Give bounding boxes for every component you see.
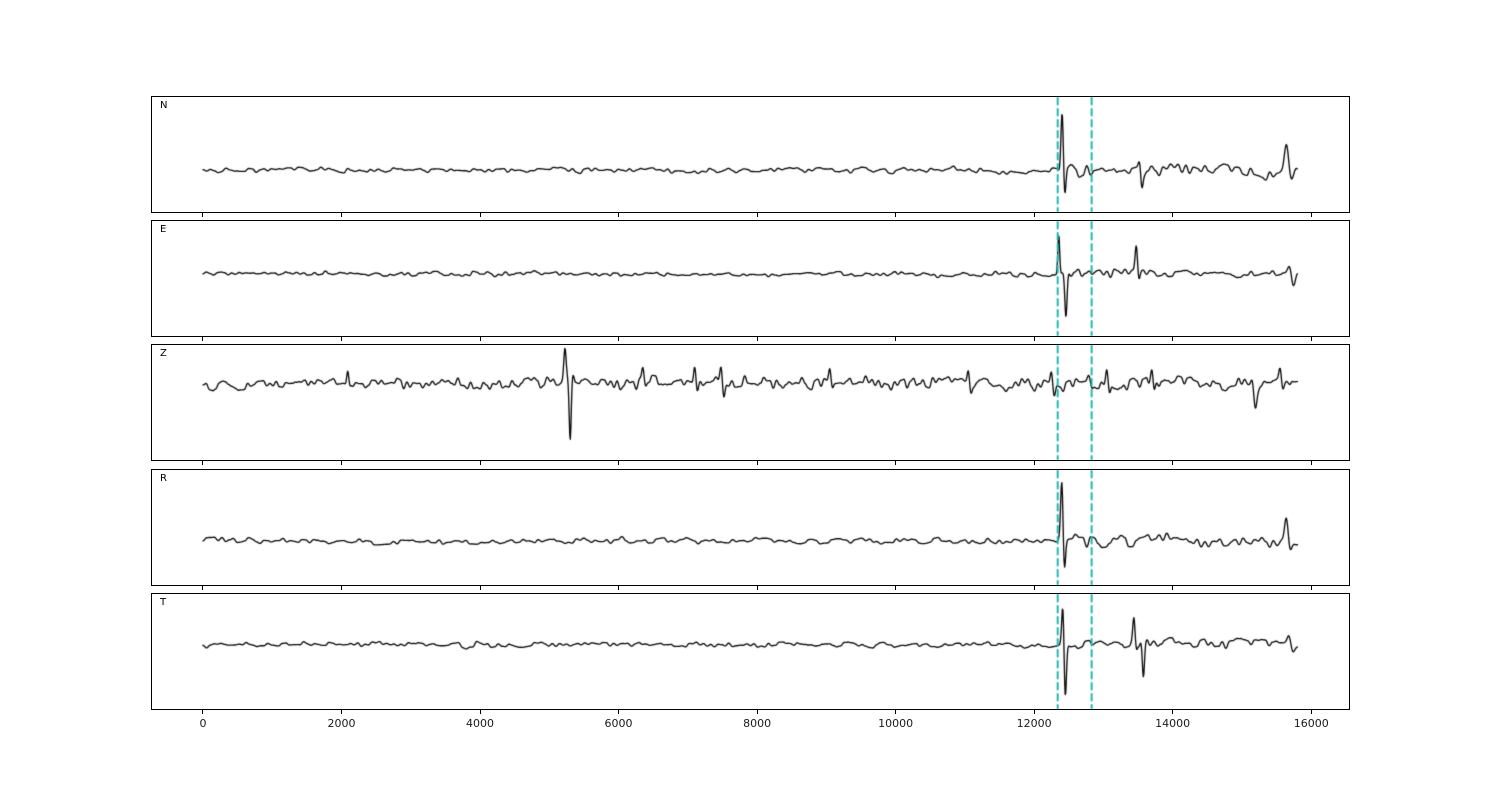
x-tick-mark: [895, 710, 897, 714]
x-tick-label: 0: [199, 717, 207, 730]
x-tick-mark: [202, 213, 204, 217]
x-tick-mark: [479, 213, 481, 217]
x-tick-mark: [895, 586, 897, 590]
x-tick-label: 12000: [1016, 717, 1052, 730]
x-tick-label: 14000: [1155, 717, 1191, 730]
x-tick-mark: [1033, 586, 1035, 590]
x-tick-label: 8000: [743, 717, 772, 730]
x-tick-mark: [895, 461, 897, 465]
x-tick-mark: [1033, 213, 1035, 217]
waveform-panel-r: R: [151, 469, 1350, 586]
x-tick-label: 10000: [878, 717, 914, 730]
x-tick-mark: [1172, 337, 1174, 341]
waveform-canvas-r: [152, 470, 1349, 585]
x-tick-mark: [340, 710, 342, 714]
x-tick-mark: [756, 586, 758, 590]
x-tick-mark: [479, 461, 481, 465]
x-tick-mark: [479, 586, 481, 590]
x-tick-mark: [1033, 337, 1035, 341]
x-tick-mark: [202, 710, 204, 714]
x-tick-mark: [1172, 461, 1174, 465]
x-tick-mark: [202, 586, 204, 590]
waveform-panel-n: N: [151, 96, 1350, 213]
waveform-panel-e: E: [151, 220, 1350, 337]
x-tick-mark: [479, 337, 481, 341]
x-tick-mark: [340, 586, 342, 590]
x-tick-mark: [1310, 337, 1312, 341]
x-tick-mark: [1310, 586, 1312, 590]
x-tick-mark: [340, 337, 342, 341]
channel-label-t: T: [160, 597, 167, 608]
x-tick-mark: [618, 710, 620, 714]
x-tick-mark: [895, 337, 897, 341]
x-tick-mark: [618, 586, 620, 590]
x-tick-label: 6000: [604, 717, 633, 730]
x-tick-mark: [202, 461, 204, 465]
x-tick-label: 16000: [1293, 717, 1329, 730]
x-tick-mark: [618, 461, 620, 465]
x-tick-mark: [1033, 461, 1035, 465]
x-tick-mark: [1310, 710, 1312, 714]
x-tick-mark: [1033, 710, 1035, 714]
channel-label-n: N: [160, 100, 168, 111]
x-tick-mark: [202, 337, 204, 341]
x-tick-mark: [618, 337, 620, 341]
x-tick-mark: [1310, 461, 1312, 465]
waveform-canvas-z: [152, 345, 1349, 460]
waveform-canvas-e: [152, 221, 1349, 336]
x-tick-mark: [1172, 213, 1174, 217]
x-tick-mark: [756, 710, 758, 714]
waveform-canvas-n: [152, 97, 1349, 212]
waveform-canvas-t: [152, 594, 1349, 709]
x-tick-mark: [756, 213, 758, 217]
channel-label-r: R: [160, 473, 167, 484]
x-tick-mark: [756, 337, 758, 341]
waveform-panel-z: Z: [151, 344, 1350, 461]
channel-label-e: E: [160, 224, 167, 235]
x-tick-label: 4000: [466, 717, 494, 730]
x-tick-label: 2000: [327, 717, 356, 730]
channel-label-z: Z: [160, 348, 167, 359]
x-tick-mark: [479, 710, 481, 714]
x-tick-mark: [1172, 586, 1174, 590]
x-tick-mark: [895, 213, 897, 217]
x-tick-mark: [1172, 710, 1174, 714]
x-tick-mark: [1310, 213, 1312, 217]
x-tick-mark: [618, 213, 620, 217]
x-tick-mark: [340, 461, 342, 465]
x-tick-mark: [756, 461, 758, 465]
waveform-panel-t: T: [151, 593, 1350, 710]
x-tick-mark: [340, 213, 342, 217]
